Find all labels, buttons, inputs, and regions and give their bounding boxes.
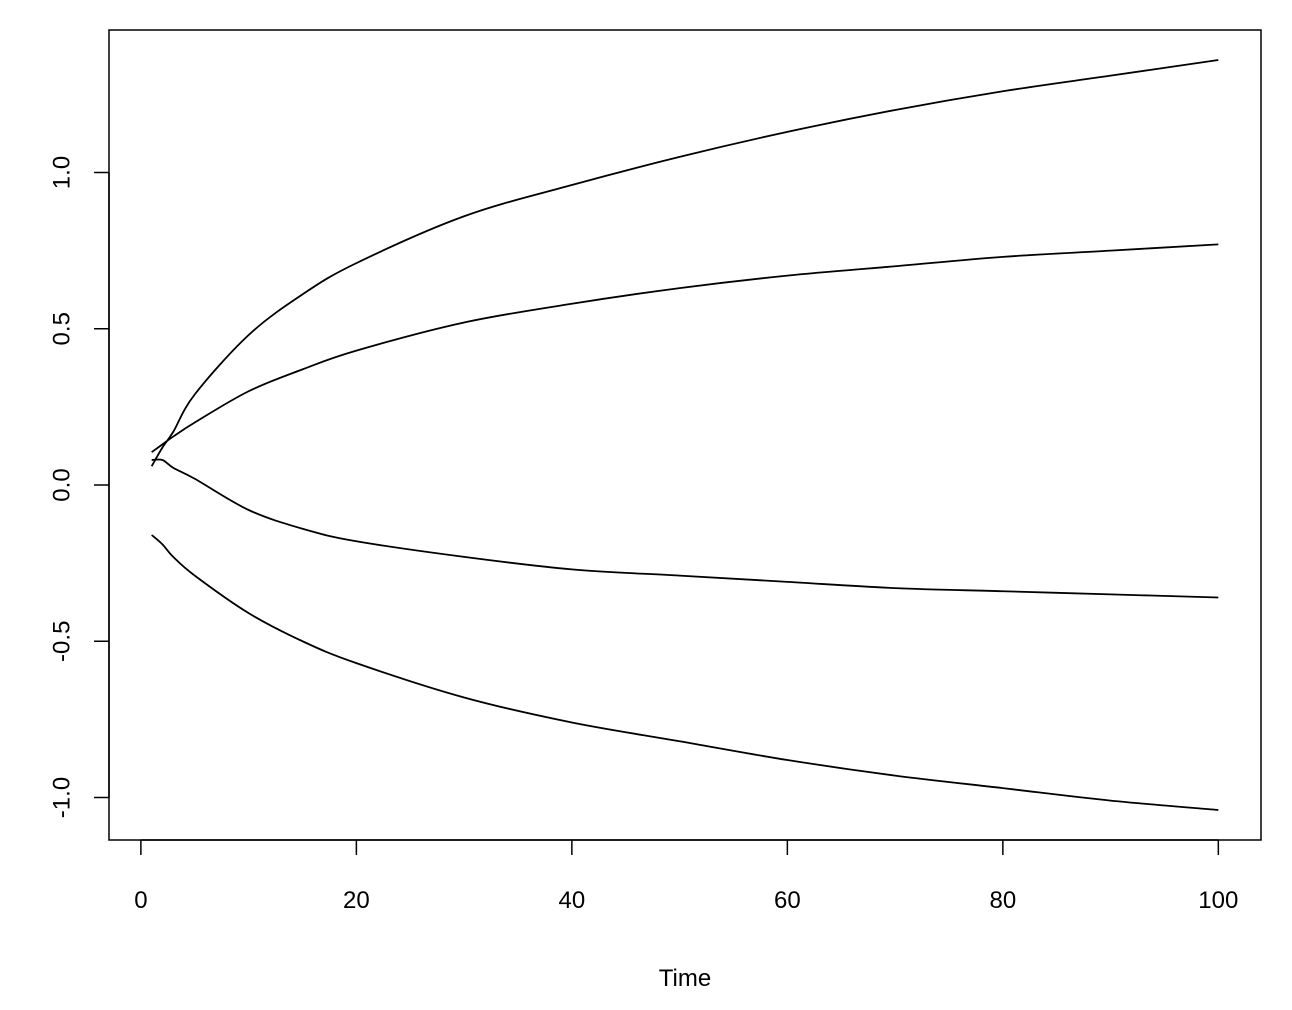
x-tick-label: 40 bbox=[559, 887, 586, 914]
x-tick-label: 60 bbox=[774, 887, 801, 914]
series-line-2 bbox=[151, 243, 1219, 453]
series-layer bbox=[150, 59, 1219, 811]
y-tick-label: -1.0 bbox=[48, 777, 75, 818]
y-axis: -1.0 -0.5 0.0 0.5 1.0 bbox=[48, 156, 110, 818]
y-tick-label: 0.0 bbox=[48, 468, 75, 501]
y-tick-label: 1.0 bbox=[48, 156, 75, 189]
y-tick-label: -0.5 bbox=[48, 621, 75, 662]
x-axis: 0 20 40 60 80 100 bbox=[134, 839, 1238, 914]
plot-frame bbox=[108, 29, 1262, 841]
series-line-3 bbox=[151, 458, 1219, 599]
x-axis-label: Time bbox=[659, 965, 711, 992]
x-tick-label: 20 bbox=[343, 887, 370, 914]
x-tick-label: 0 bbox=[134, 887, 147, 914]
series-line-4 bbox=[151, 534, 1219, 811]
x-tick-label: 80 bbox=[989, 887, 1016, 914]
y-tick-label: 0.5 bbox=[48, 312, 75, 345]
x-tick-label: 100 bbox=[1198, 887, 1238, 914]
series-line-1 bbox=[150, 59, 1219, 467]
